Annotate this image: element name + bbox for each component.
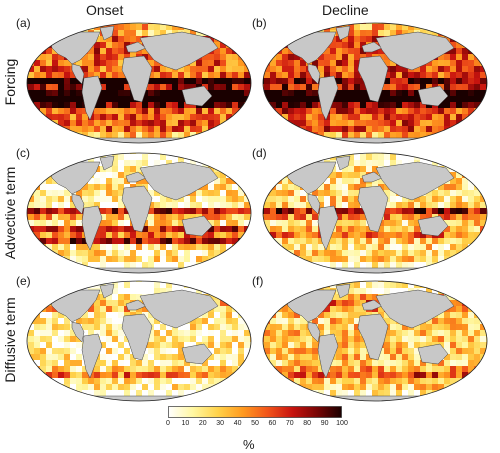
land-mass — [121, 313, 153, 361]
land-mass — [317, 75, 339, 121]
land-mass — [357, 55, 389, 103]
land-mass — [121, 55, 153, 103]
colorbar-tick-label: 30 — [216, 420, 225, 427]
colorbar-tick-label: 0 — [166, 420, 170, 427]
map-panel-a: (a) — [16, 16, 256, 148]
land-mass — [285, 31, 337, 65]
land-mass — [357, 185, 389, 233]
land-mass — [375, 161, 455, 201]
land-mass — [49, 161, 101, 195]
land-mass — [125, 41, 147, 53]
land-mass — [99, 283, 115, 299]
land-mass — [417, 343, 449, 365]
map-outline — [262, 280, 488, 402]
map-e — [26, 280, 252, 402]
land-mass — [81, 333, 103, 379]
land-mass — [361, 171, 383, 183]
map-panel-c: (c) — [16, 146, 256, 278]
map-f — [262, 280, 488, 402]
ocean-field — [263, 23, 487, 143]
map-a — [26, 22, 252, 144]
panel-label-e: (e) — [16, 274, 31, 288]
land-mass — [99, 155, 115, 171]
map-outline — [26, 152, 252, 274]
row-title-advective: Advective term — [2, 166, 18, 260]
land-mass — [81, 75, 103, 121]
ocean-field — [263, 281, 487, 401]
land-mass — [121, 185, 153, 233]
colorbar-tick-label: 10 — [181, 420, 190, 427]
land-mass — [307, 321, 321, 343]
colorbar-tick-label: 70 — [285, 420, 294, 427]
land-mass — [357, 313, 389, 361]
panel-label-b: (b) — [252, 16, 267, 30]
land-mass — [417, 85, 449, 107]
map-outline — [26, 280, 252, 402]
panel-label-d: (d) — [252, 146, 267, 160]
panel-label-c: (c) — [16, 146, 30, 160]
map-outline — [26, 22, 252, 144]
map-panel-b: (b) — [252, 16, 492, 148]
land-mass — [125, 171, 147, 183]
land-mass — [49, 289, 101, 323]
land-mass — [361, 41, 383, 53]
land-mass — [181, 215, 213, 237]
row-title-forcing: Forcing — [2, 58, 18, 106]
row-title-diffusive: Diffusive term — [2, 297, 18, 383]
colorbar-tick-label: 60 — [268, 420, 277, 427]
map-panel-d: (d) — [252, 146, 492, 278]
land-mass — [361, 299, 383, 311]
land-mass — [317, 333, 339, 379]
land-mass — [139, 289, 219, 329]
ocean-field — [27, 281, 251, 401]
land-mass — [181, 85, 213, 107]
colorbar-gradient — [168, 406, 342, 418]
map-outline — [262, 22, 488, 144]
land-mass — [125, 299, 147, 311]
panel-label-f: (f) — [252, 274, 264, 288]
colorbar-tick-label: 40 — [233, 420, 242, 427]
land-mass — [139, 161, 219, 201]
land-mass — [81, 205, 103, 251]
map-panel-f: (f) — [252, 274, 492, 406]
land-mass — [375, 31, 455, 71]
land-mass — [417, 215, 449, 237]
colorbar-tick-label: 50 — [251, 420, 259, 427]
colorbar-tick-label: 100 — [336, 420, 348, 427]
column-title-onset: Onset — [86, 2, 124, 18]
map-b — [262, 22, 488, 144]
ocean-field — [263, 153, 487, 273]
map-c — [26, 152, 252, 274]
land-mass — [307, 193, 321, 215]
land-mass — [335, 25, 351, 41]
land-mass — [71, 193, 85, 215]
column-title-decline: Decline — [322, 2, 369, 18]
colorbar-tick-label: 90 — [320, 420, 329, 427]
map-d — [262, 152, 488, 274]
colorbar — [168, 406, 342, 418]
land-mass — [139, 31, 219, 71]
land-mass — [375, 289, 455, 329]
land-mass — [317, 205, 339, 251]
colorbar-tick-label: 80 — [303, 420, 312, 427]
ocean-field — [27, 153, 251, 273]
land-mass — [181, 343, 213, 365]
ocean-field — [27, 23, 251, 143]
land-mass — [335, 155, 351, 171]
panel-label-a: (a) — [16, 16, 31, 30]
land-mass — [71, 63, 85, 85]
land-mass — [49, 31, 101, 65]
land-mass — [99, 25, 115, 41]
land-mass — [285, 289, 337, 323]
map-panel-e: (e) — [16, 274, 256, 406]
colorbar-tick-label: 20 — [198, 420, 207, 427]
colorbar-unit: % — [243, 437, 255, 452]
land-mass — [285, 161, 337, 195]
map-outline — [262, 152, 488, 274]
land-mass — [307, 63, 321, 85]
land-mass — [71, 321, 85, 343]
land-mass — [335, 283, 351, 299]
